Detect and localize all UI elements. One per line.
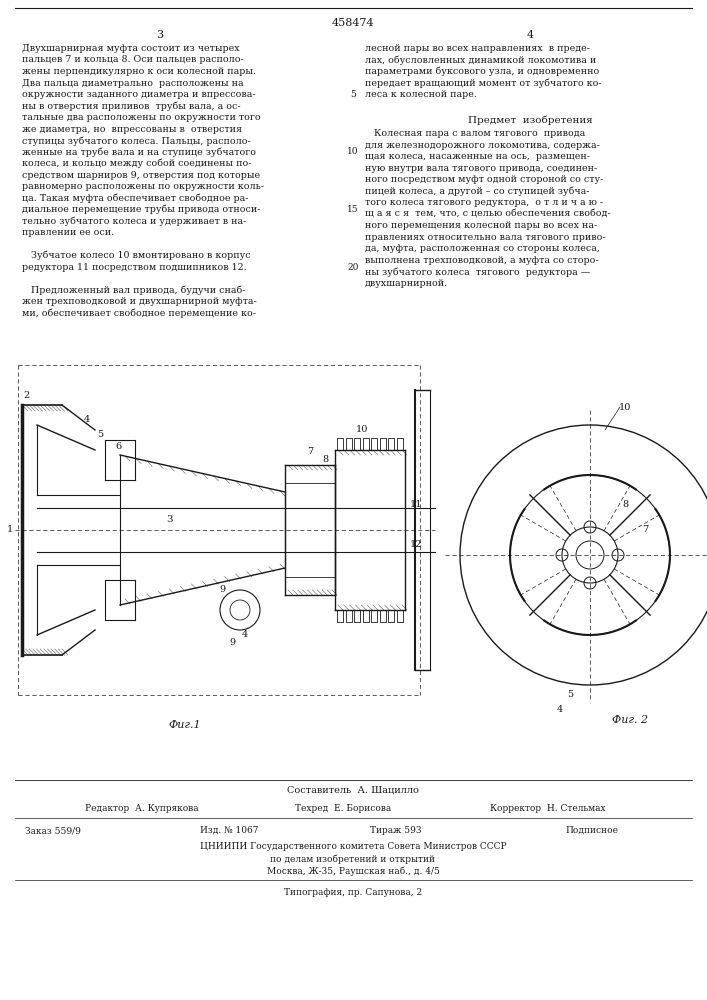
Text: 8: 8 <box>322 455 328 464</box>
Text: 7: 7 <box>642 525 648 534</box>
Text: Корректор  Н. Стельмах: Корректор Н. Стельмах <box>490 804 606 813</box>
Text: тальные два расположены по окружности того: тальные два расположены по окружности то… <box>22 113 261 122</box>
Text: средством шарниров 9, отверстия под которые: средством шарниров 9, отверстия под кото… <box>22 170 260 180</box>
Text: 9: 9 <box>229 638 235 647</box>
Text: ступицы зубчатого колеса. Пальцы, располо-: ступицы зубчатого колеса. Пальцы, распол… <box>22 136 251 145</box>
Text: 10: 10 <box>347 147 358 156</box>
Text: редуктора 11 посредством подшипников 12.: редуктора 11 посредством подшипников 12. <box>22 262 247 271</box>
Text: 12: 12 <box>410 540 423 549</box>
Text: пальцев 7 и кольца 8. Оси пальцев располо-: пальцев 7 и кольца 8. Оси пальцев распол… <box>22 55 244 64</box>
Text: 4: 4 <box>527 30 534 40</box>
Text: 6: 6 <box>115 442 121 451</box>
Text: Изд. № 1067: Изд. № 1067 <box>200 826 259 835</box>
Text: щ а я с я  тем, что, с целью обеспечения свобод-: щ а я с я тем, что, с целью обеспечения … <box>365 210 611 219</box>
Text: да, муфта, расположенная со стороны колеса,: да, муфта, расположенная со стороны коле… <box>365 244 600 253</box>
Text: параметрами буксового узла, и одновременно: параметрами буксового узла, и одновремен… <box>365 67 600 77</box>
Text: Редактор  А. Купрякова: Редактор А. Купрякова <box>85 804 199 813</box>
Text: 3: 3 <box>167 516 173 524</box>
Text: Тираж 593: Тираж 593 <box>370 826 421 835</box>
Text: Двухшарнирная муфта состоит из четырех: Двухшарнирная муфта состоит из четырех <box>22 44 240 53</box>
Text: 2: 2 <box>24 390 30 399</box>
Text: ного перемещения колесной пары во всех на-: ного перемещения колесной пары во всех н… <box>365 221 597 230</box>
Text: правлении ее оси.: правлении ее оси. <box>22 228 114 237</box>
Text: 20: 20 <box>347 262 358 271</box>
Text: Заказ 559/9: Заказ 559/9 <box>25 826 81 835</box>
Text: ны зубчатого колеса  тягового  редуктора —: ны зубчатого колеса тягового редуктора — <box>365 267 590 277</box>
Text: леса к колесной паре.: леса к колесной паре. <box>365 90 477 99</box>
Text: выполнена трехповодковой, а муфта со сторо-: выполнена трехповодковой, а муфта со сто… <box>365 256 599 265</box>
Text: 10: 10 <box>619 403 631 412</box>
Text: диальное перемещение трубы привода относи-: диальное перемещение трубы привода относ… <box>22 205 260 215</box>
Text: лах, обусловленных динамикой локомотива и: лах, обусловленных динамикой локомотива … <box>365 55 596 65</box>
Text: колеса, и кольцо между собой соединены по-: колеса, и кольцо между собой соединены п… <box>22 159 252 168</box>
Text: 5: 5 <box>97 430 103 439</box>
Text: 9: 9 <box>219 585 225 594</box>
Text: ную внутри вала тягового привода, соединен-: ную внутри вала тягового привода, соедин… <box>365 164 597 173</box>
Text: ца. Такая муфта обеспечивает свободное ра-: ца. Такая муфта обеспечивает свободное р… <box>22 194 248 203</box>
Text: 1: 1 <box>7 526 13 534</box>
Text: для железнодорожного локомотива, содержа-: для железнодорожного локомотива, содержа… <box>365 141 600 150</box>
Text: жен трехповодковой и двухшарнирной муфта-: жен трехповодковой и двухшарнирной муфта… <box>22 297 257 306</box>
Text: Москва, Ж-35, Раушская наб., д. 4/5: Москва, Ж-35, Раушская наб., д. 4/5 <box>267 866 440 876</box>
Text: 4: 4 <box>557 705 563 714</box>
Text: двухшарнирной.: двухшарнирной. <box>365 279 448 288</box>
Text: 5: 5 <box>350 90 356 99</box>
Text: 5: 5 <box>567 690 573 699</box>
Text: окружности заданного диаметра и впрессова-: окружности заданного диаметра и впрессов… <box>22 90 256 99</box>
Text: ми, обеспечивает свободное перемещение ко-: ми, обеспечивает свободное перемещение к… <box>22 308 256 318</box>
Text: лесной пары во всех направлениях  в преде-: лесной пары во всех направлениях в преде… <box>365 44 590 53</box>
Text: 10: 10 <box>356 425 368 434</box>
Text: Фиг.1: Фиг.1 <box>169 720 201 730</box>
Text: Фиг. 2: Фиг. 2 <box>612 715 648 725</box>
Text: Типография, пр. Сапунова, 2: Типография, пр. Сапунова, 2 <box>284 888 422 897</box>
Text: по делам изобретений и открытий: по делам изобретений и открытий <box>271 854 436 863</box>
Text: Предложенный вал привода, будучи снаб-: Предложенный вал привода, будучи снаб- <box>22 286 245 295</box>
Text: правлениях относительно вала тягового приво-: правлениях относительно вала тягового пр… <box>365 233 606 242</box>
Text: щая колеса, насаженные на ось,  размещен-: щая колеса, насаженные на ось, размещен- <box>365 152 590 161</box>
Text: 8: 8 <box>622 500 628 509</box>
Text: 15: 15 <box>347 205 359 214</box>
Text: равномерно расположены по окружности коль-: равномерно расположены по окружности кол… <box>22 182 264 191</box>
Text: Техред  Е. Борисова: Техред Е. Борисова <box>295 804 391 813</box>
Text: Составитель  А. Шацилло: Составитель А. Шацилло <box>287 786 419 795</box>
Text: передает вращающий момент от зубчатого ко-: передает вращающий момент от зубчатого к… <box>365 79 602 88</box>
Text: ны в отверстия приливов  трубы вала, а ос-: ны в отверстия приливов трубы вала, а ос… <box>22 102 240 111</box>
Text: Подписное: Подписное <box>565 826 618 835</box>
Text: ного посредством муфт одной стороной со сту-: ного посредством муфт одной стороной со … <box>365 175 603 184</box>
Text: Два пальца диаметрально  расположены на: Два пальца диаметрально расположены на <box>22 79 244 88</box>
Text: 7: 7 <box>307 447 313 456</box>
Text: 4: 4 <box>242 630 248 639</box>
Text: Зубчатое колесо 10 вмонтировано в корпус: Зубчатое колесо 10 вмонтировано в корпус <box>22 251 250 260</box>
Text: женные на трубе вала и на ступице зубчатого: женные на трубе вала и на ступице зубчат… <box>22 147 256 157</box>
Text: 3: 3 <box>156 30 163 40</box>
Text: тельно зубчатого колеса и удерживает в на-: тельно зубчатого колеса и удерживает в н… <box>22 217 246 226</box>
Text: ЦНИИПИ Государственного комитета Совета Министров СССР: ЦНИИПИ Государственного комитета Совета … <box>199 842 506 851</box>
Text: Предмет  изобретения: Предмет изобретения <box>467 115 592 125</box>
Text: жены перпендикулярно к оси колесной пары.: жены перпендикулярно к оси колесной пары… <box>22 67 256 76</box>
Text: 458474: 458474 <box>332 18 374 28</box>
Text: того колеса тягового редуктора,  о т л и ч а ю -: того колеса тягового редуктора, о т л и … <box>365 198 603 207</box>
Text: же диаметра, но  впрессованы в  отверстия: же диаметра, но впрессованы в отверстия <box>22 124 242 133</box>
Text: Колесная пара с валом тягового  привода: Колесная пара с валом тягового привода <box>365 129 585 138</box>
Text: пицей колеса, а другой – со ступицей зубча-: пицей колеса, а другой – со ступицей зуб… <box>365 187 590 196</box>
Text: 4: 4 <box>84 415 90 424</box>
Text: 11: 11 <box>410 500 423 509</box>
